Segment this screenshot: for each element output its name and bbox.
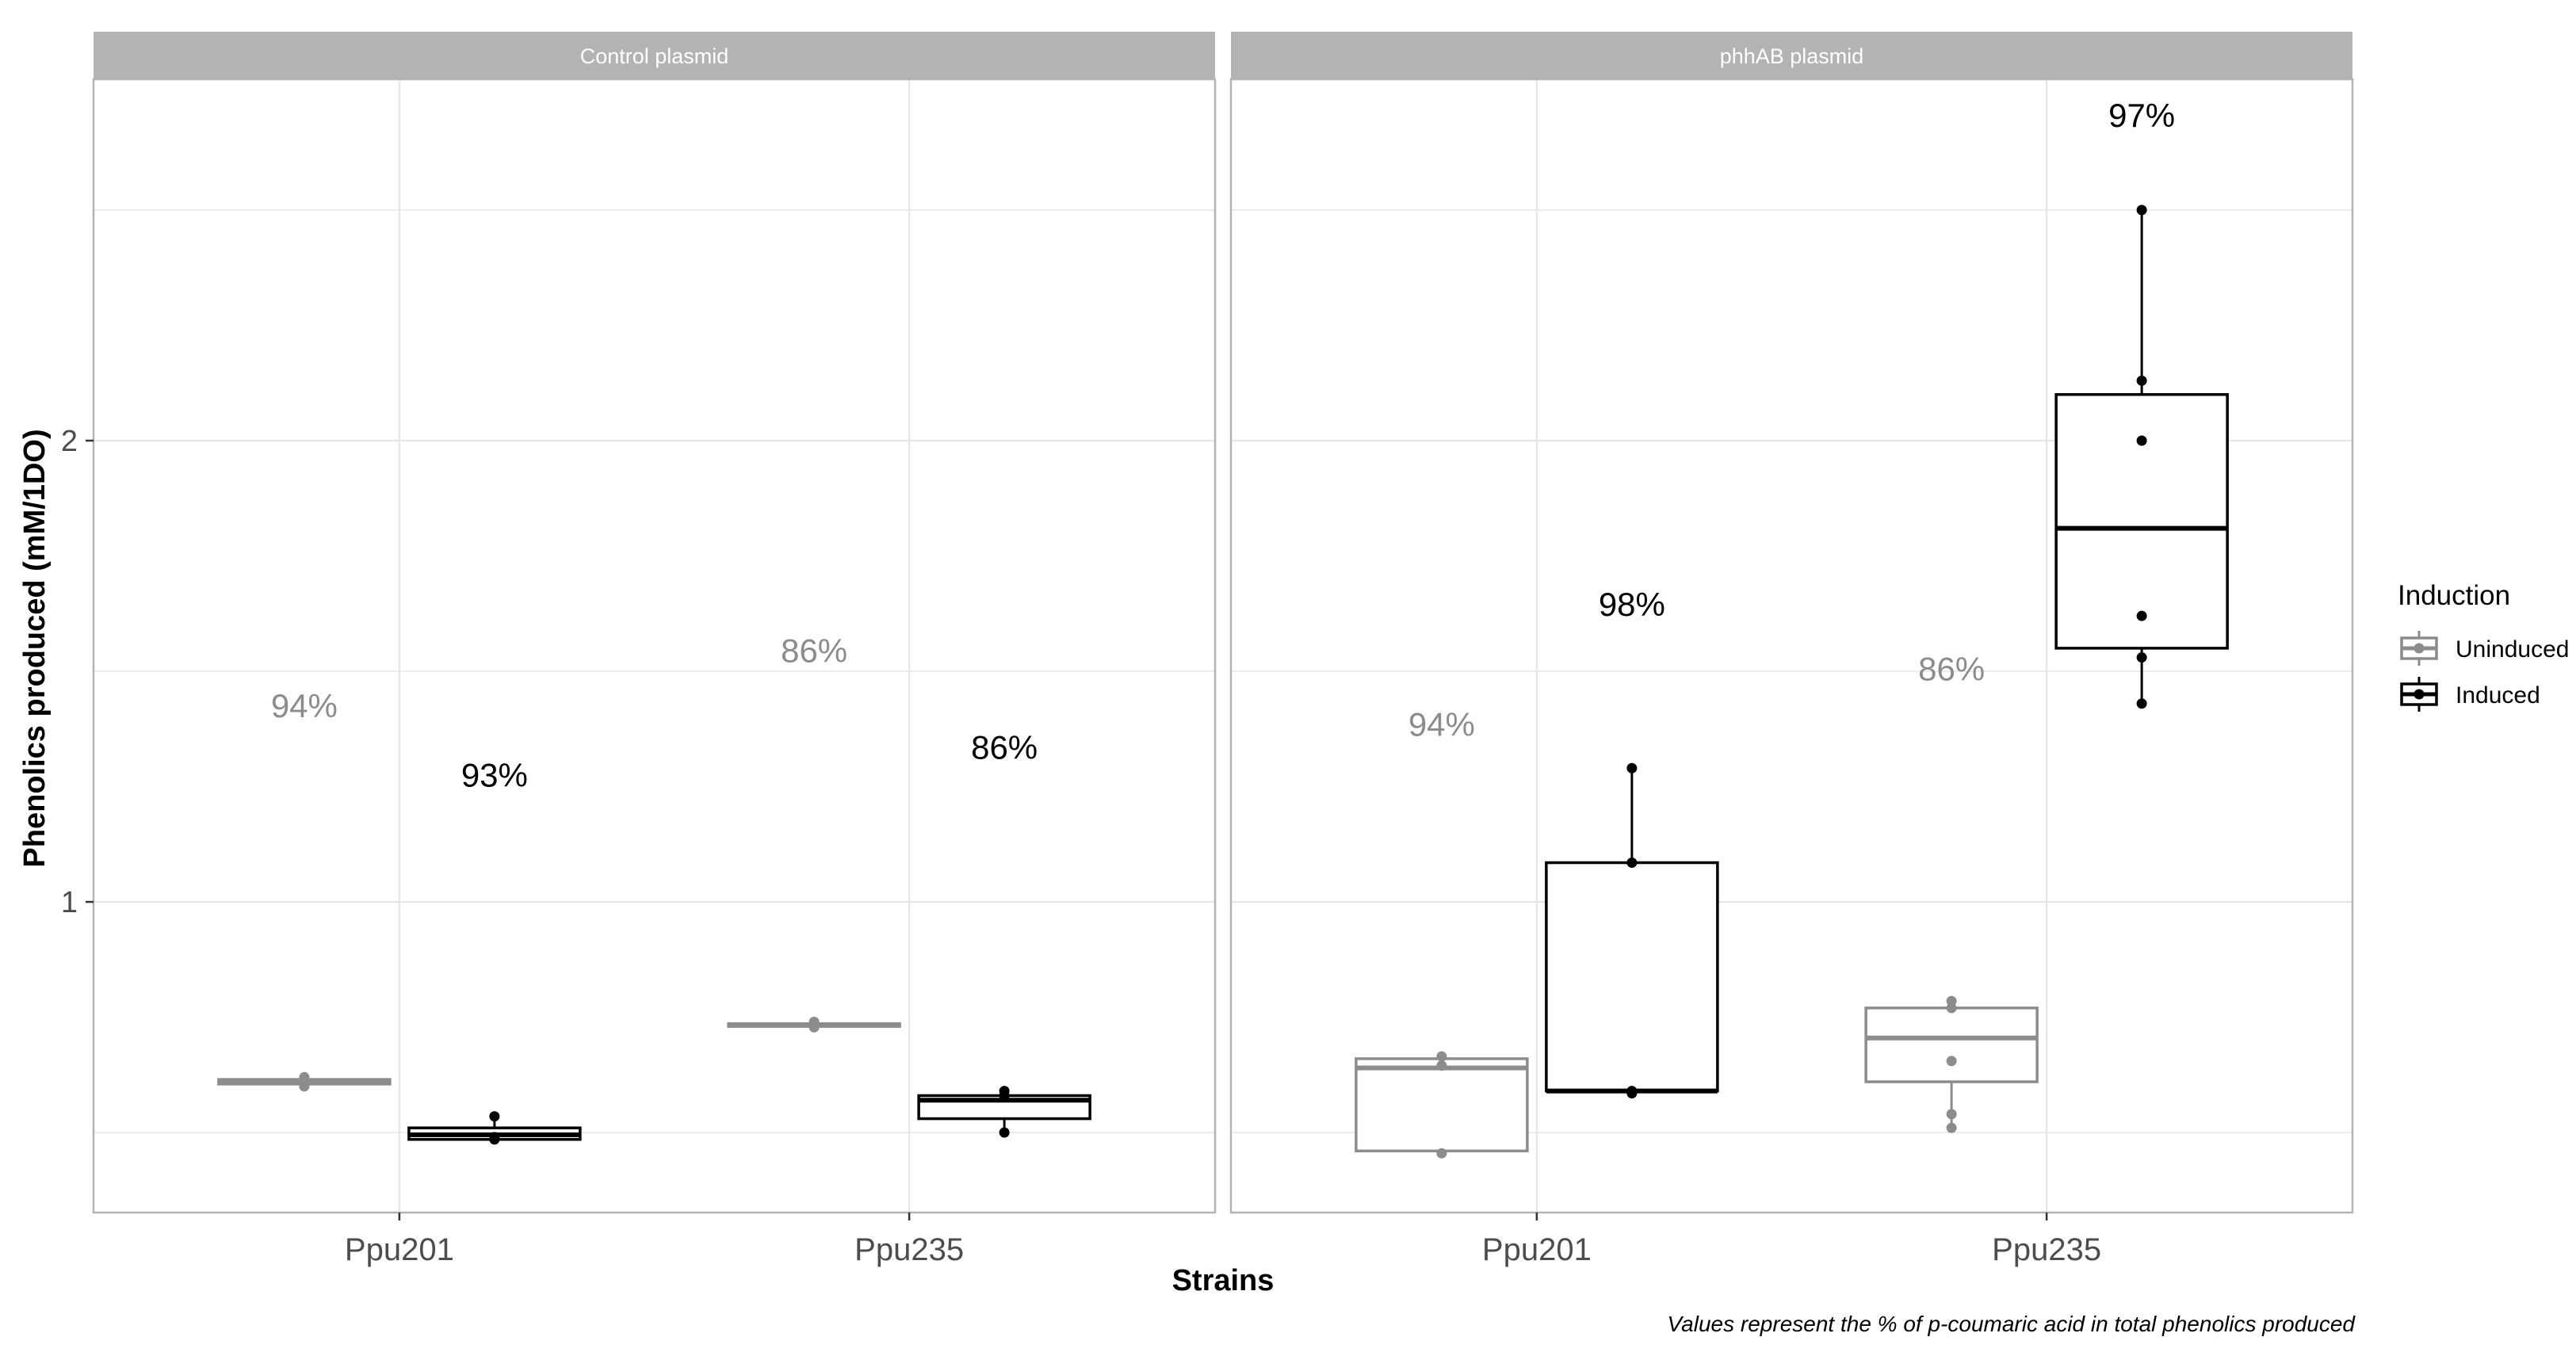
data-point [489,1132,500,1143]
box-body [1545,861,1719,1093]
panel-border [1229,78,2354,1214]
x-axis-title: Strains [1172,1264,1275,1297]
percent-label: 86% [781,632,847,669]
data-point [489,1111,500,1122]
data-point [2136,652,2147,663]
legend-key-point [2414,689,2425,700]
box-body [2054,393,2229,650]
box-body [1864,1006,2039,1083]
data-point [299,1079,310,1090]
facet-panel: Control plasmid Ppu201 Ppu235 94% 93% 86% 86% [92,32,1217,1267]
facet-strip [1231,32,2352,79]
data-point [1946,995,1957,1006]
percent-label: 98% [1599,586,1665,623]
data-point [1626,762,1638,773]
box-uninduced: 86% [1864,651,2039,1133]
box-body [1355,1057,1529,1153]
legend-title: Induction [2398,580,2510,611]
box-induced: 97% [2054,97,2229,709]
x-tick-label: Ppu235 [1992,1232,2101,1267]
percent-label: 94% [1408,705,1475,743]
box-induced: 86% [917,729,1091,1138]
box-uninduced: 94% [1355,705,1529,1159]
percent-label: 94% [271,687,338,724]
percent-label: 86% [971,729,1038,766]
legend-label: Induced [2456,682,2540,709]
data-point [2136,610,2147,621]
data-point [1946,1122,1957,1133]
data-point [1946,1109,1957,1120]
box-induced: 98% [1545,586,1719,1099]
facet-panel: phhAB plasmid Ppu201 Ppu235 94% 98% 86% 97% [1229,32,2354,1267]
data-point [2136,698,2147,709]
facet-strip [94,32,1215,79]
y-axis: 12 [61,425,94,919]
box-induced: 93% [407,757,582,1145]
data-point [999,1086,1010,1097]
box-uninduced: 94% [217,687,392,1092]
grid [94,79,1215,1213]
box-uninduced: 86% [727,632,901,1033]
data-point [1946,1056,1957,1067]
percent-label: 97% [2108,97,2175,134]
data-point [1626,1086,1638,1097]
chart-caption: Values represent the % of p-coumaric aci… [1668,1312,2356,1336]
percent-label: 86% [1918,651,1985,688]
data-point [2136,204,2147,216]
legend-item: Uninduced [2400,631,2569,666]
y-axis-title: Phenolics produced (mM/1DO) [18,429,52,867]
data-point [1436,1148,1447,1159]
data-point [999,1127,1010,1138]
x-tick-label: Ppu201 [345,1232,454,1267]
data-point [2136,375,2147,386]
data-point [1436,1051,1447,1062]
legend-key-point [2414,643,2425,654]
y-tick-label: 1 [61,886,78,919]
legend-label: Uninduced [2456,636,2569,663]
panel-border [92,78,1217,1214]
facet-strip-label: phhAB plasmid [1720,44,1864,68]
legend-item: Induced [2400,677,2540,712]
data-point [808,1016,820,1027]
data-point [1436,1060,1447,1071]
legend: Induction Uninduced Induced [2398,580,2569,712]
percent-label: 93% [461,757,528,794]
legend-items: Uninduced Induced [2400,631,2569,712]
x-tick-label: Ppu201 [1482,1232,1592,1267]
y-tick-label: 2 [61,425,78,458]
x-tick-label: Ppu235 [854,1232,964,1267]
facet-strip-label: Control plasmid [580,44,729,68]
data-point [1626,858,1638,869]
data-point [2136,435,2147,446]
